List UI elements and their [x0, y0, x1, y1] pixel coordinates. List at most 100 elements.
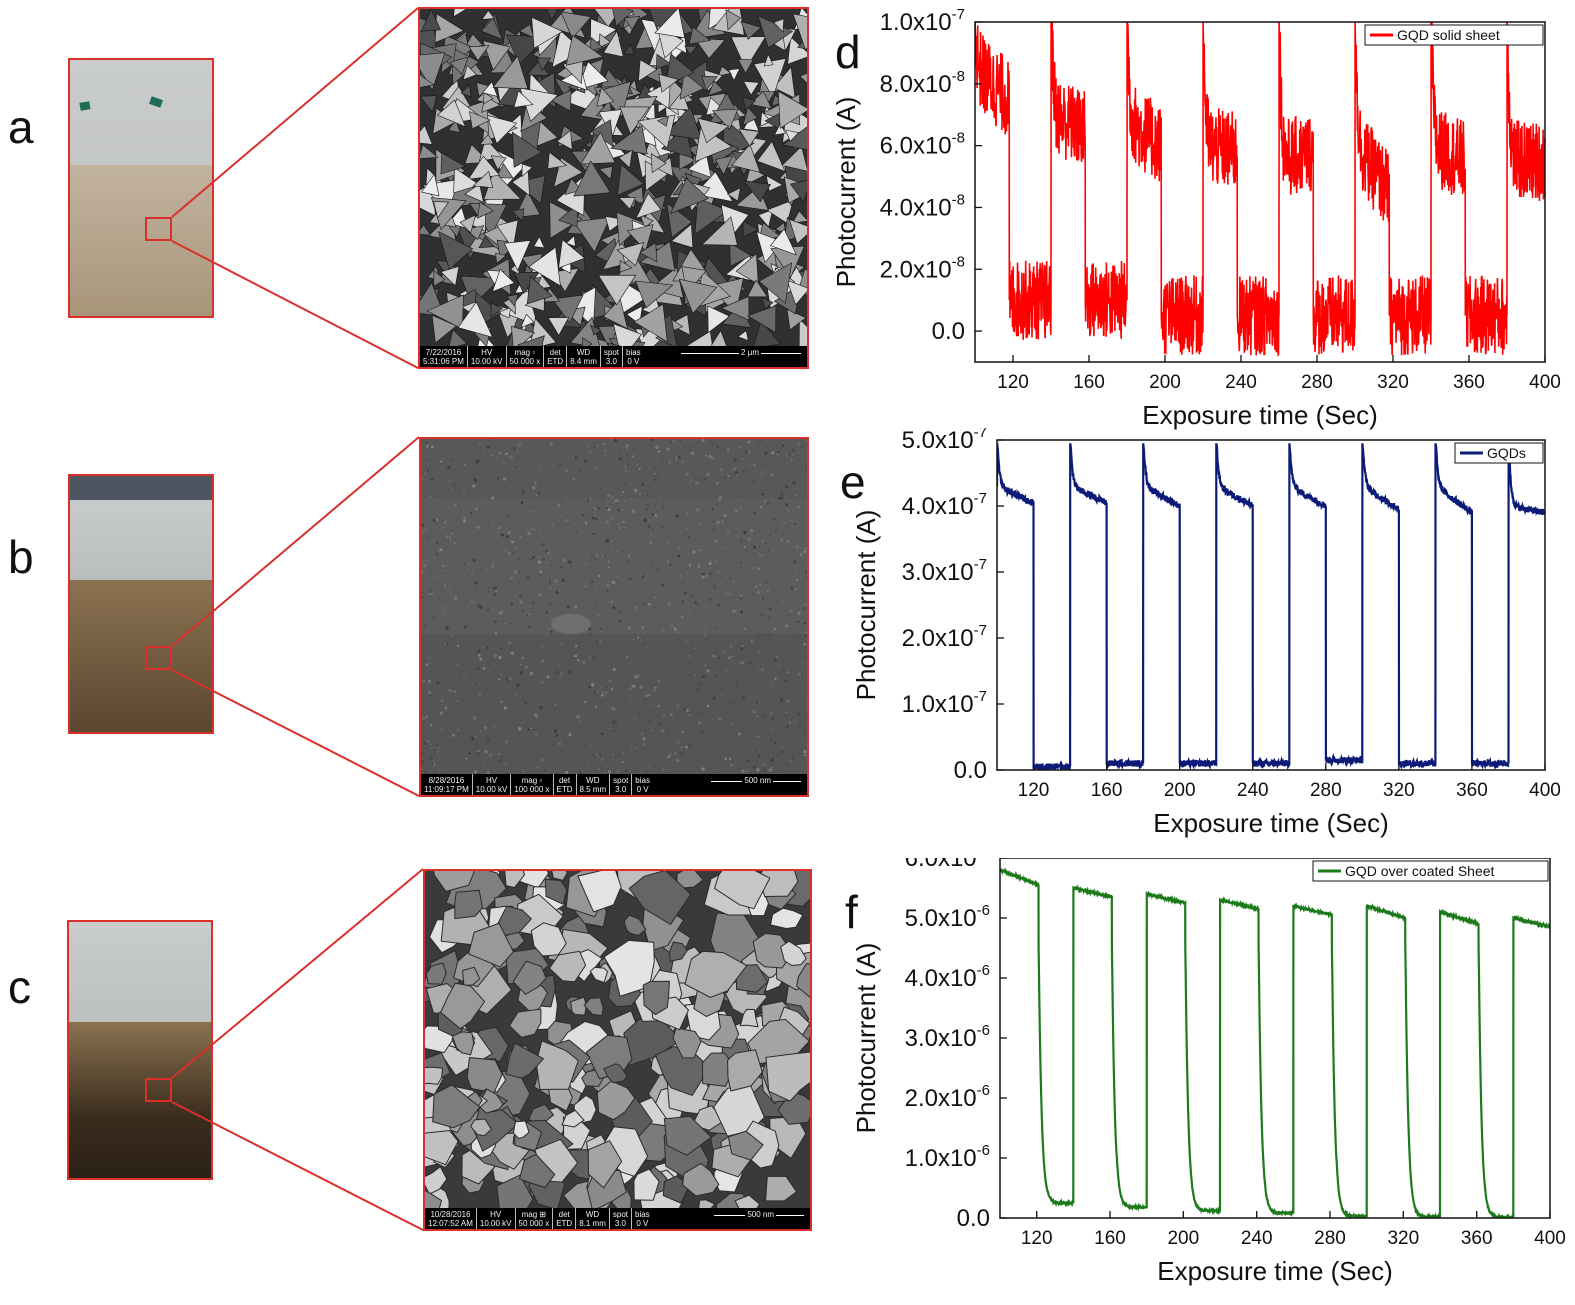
surface-grain: [610, 516, 614, 520]
surface-grain: [805, 464, 807, 468]
crystal-grain: [773, 18, 785, 33]
surface-grain: [716, 503, 718, 506]
surface-grain: [685, 745, 688, 749]
crystal-grain: [420, 125, 433, 145]
surface-grain: [800, 576, 802, 579]
surface-grain: [674, 708, 679, 712]
y-tick-label: 4.0x10-7: [902, 490, 987, 520]
crystal-grain: [528, 246, 561, 287]
surface-grain: [589, 591, 591, 594]
surface-grain: [566, 605, 570, 609]
sem-hv-value: 10.00 kV: [470, 356, 503, 366]
surface-grain: [740, 765, 743, 768]
surface-grain: [796, 439, 799, 441]
sem-spot-label: spot: [603, 347, 619, 357]
surface-grain: [793, 718, 797, 722]
surface-grain: [459, 672, 462, 674]
surface-grain: [505, 452, 509, 456]
panel-label-b: b: [8, 531, 34, 583]
surface-grain: [750, 643, 754, 648]
surface-grain: [563, 495, 566, 497]
surface-grain: [789, 453, 791, 456]
surface-grain: [690, 594, 694, 598]
surface-grain: [712, 527, 716, 532]
surface-grain: [519, 535, 523, 539]
surface-grain: [652, 467, 654, 470]
surface-grain: [662, 713, 666, 717]
surface-grain: [439, 460, 443, 463]
crystal-grain: [573, 216, 611, 253]
surface-grain: [753, 463, 757, 467]
surface-grain: [490, 496, 495, 500]
surface-grain: [696, 487, 699, 490]
surface-grain: [519, 671, 523, 675]
crystal-grain: [701, 216, 738, 246]
surface-grain: [625, 611, 629, 615]
surface-grain: [741, 769, 745, 773]
surface-grain: [752, 545, 757, 549]
crystal-grain: [742, 180, 771, 203]
sem-spot-value: 3.0: [615, 784, 627, 794]
connector-line: [171, 436, 420, 647]
surface-grain: [703, 477, 707, 481]
surface-grain: [481, 445, 485, 449]
coarse-grain: [561, 1109, 585, 1128]
crystal-grain: [490, 302, 503, 318]
surface-grain: [647, 602, 651, 606]
surface-grain: [572, 477, 576, 481]
surface-grain: [516, 557, 521, 561]
coarse-grain: [451, 1031, 475, 1056]
surface-grain: [472, 716, 477, 720]
surface-grain: [509, 572, 512, 575]
surface-grain: [495, 726, 499, 730]
crystal-grain: [774, 123, 787, 136]
crystal-grain: [777, 90, 807, 129]
surface-grain: [428, 679, 431, 682]
surface-grain: [573, 656, 575, 658]
surface-grain: [438, 757, 441, 760]
surface-grain: [433, 450, 437, 453]
crystal-grain: [718, 65, 732, 77]
surface-grain: [444, 643, 447, 645]
surface-grain: [435, 522, 438, 525]
sem-mag-value: 100 000 x: [514, 784, 550, 794]
surface-grain: [703, 772, 705, 774]
y-tick-label: 0.0: [932, 318, 965, 345]
surface-grain: [720, 449, 723, 452]
crystal-grain: [549, 89, 572, 112]
surface-grain: [494, 558, 496, 560]
surface-grain: [717, 630, 720, 633]
surface-grain: [540, 612, 544, 616]
surface-grain: [670, 713, 673, 716]
x-tick-label: 360: [1461, 1228, 1493, 1249]
surface-grain: [546, 562, 549, 564]
surface-grain: [688, 520, 690, 522]
coarse-grain: [508, 1008, 542, 1038]
surface-grain: [630, 696, 633, 700]
surface-grain: [757, 735, 760, 738]
surface-grain: [596, 584, 598, 587]
surface-grain: [739, 593, 743, 598]
surface-grain: [747, 440, 751, 444]
crystal-grain: [596, 86, 615, 107]
surface-grain: [624, 769, 628, 773]
x-axis-title: Exposure time (Sec): [1142, 400, 1378, 430]
surface-grain: [559, 577, 562, 580]
surface-grain: [601, 499, 604, 501]
surface-grain: [551, 617, 554, 620]
surface-grain: [717, 603, 721, 607]
surface-grain: [677, 547, 679, 549]
surface-grain: [600, 630, 603, 633]
surface-grain: [569, 507, 572, 510]
surface-grain: [742, 469, 745, 472]
surface-grain: [785, 546, 788, 549]
surface-grain: [450, 710, 454, 714]
crystal-grain: [438, 231, 474, 270]
surface-grain: [776, 754, 779, 756]
surface-grain: [599, 444, 602, 447]
y-tick-label: 1.0x10-7: [880, 6, 965, 36]
surface-grain: [447, 584, 450, 587]
surface-grain: [753, 765, 757, 769]
surface-grain: [639, 639, 642, 641]
plot-frame: [996, 439, 1546, 771]
